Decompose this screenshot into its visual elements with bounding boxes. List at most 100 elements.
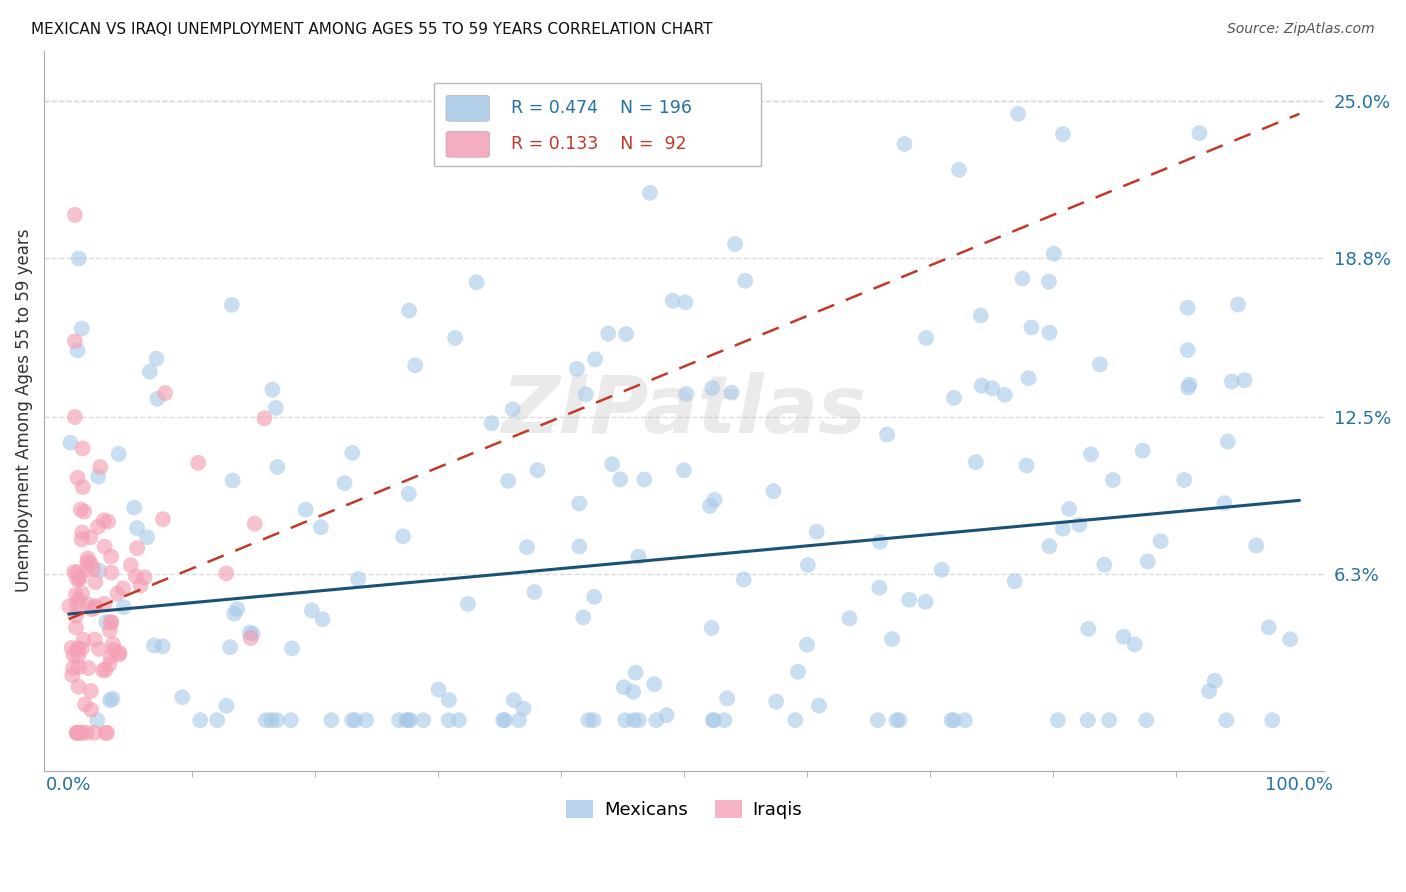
- Point: [67, 641, 90, 656]
- Point: [347, 572, 370, 586]
- Point: [280, 713, 302, 727]
- Point: [869, 534, 891, 549]
- Point: [60, 640, 83, 655]
- Point: [266, 460, 288, 475]
- Point: [100, 615, 122, 629]
- Point: [79, 557, 101, 571]
- Point: [1004, 574, 1026, 589]
- Point: [437, 713, 460, 727]
- Point: [1092, 558, 1115, 572]
- Point: [1038, 326, 1060, 340]
- Point: [342, 446, 364, 460]
- Point: [107, 447, 129, 461]
- Point: [1112, 630, 1135, 644]
- Point: [254, 713, 277, 727]
- Point: [264, 401, 287, 415]
- Point: [1213, 496, 1236, 510]
- Point: [103, 643, 125, 657]
- Point: [153, 386, 176, 401]
- Point: [970, 378, 993, 392]
- Point: [65, 621, 87, 635]
- Point: [59, 435, 82, 450]
- Point: [1011, 271, 1033, 285]
- Point: [765, 695, 787, 709]
- Point: [1279, 632, 1302, 647]
- Point: [720, 385, 742, 400]
- Point: [129, 579, 152, 593]
- Point: [83, 726, 105, 740]
- Point: [583, 590, 606, 604]
- Point: [100, 566, 122, 580]
- Point: [1046, 713, 1069, 727]
- Point: [614, 713, 637, 727]
- Point: [633, 473, 655, 487]
- Point: [67, 660, 90, 674]
- Point: [578, 713, 600, 727]
- Point: [242, 627, 264, 641]
- Point: [70, 726, 93, 740]
- Point: [1101, 473, 1123, 487]
- Point: [1007, 107, 1029, 121]
- Point: [437, 693, 460, 707]
- Point: [444, 331, 467, 345]
- Point: [333, 476, 356, 491]
- Point: [67, 649, 90, 664]
- Point: [675, 295, 697, 310]
- Point: [344, 713, 367, 727]
- Point: [787, 665, 810, 679]
- Point: [889, 713, 911, 727]
- Point: [66, 566, 89, 580]
- Point: [70, 533, 93, 547]
- Point: [1038, 539, 1060, 553]
- Point: [1204, 673, 1226, 688]
- Point: [67, 592, 90, 607]
- Point: [627, 713, 650, 727]
- Point: [321, 713, 343, 727]
- Point: [1178, 377, 1201, 392]
- FancyBboxPatch shape: [446, 95, 489, 121]
- Point: [1216, 434, 1239, 449]
- Point: [215, 698, 238, 713]
- Point: [481, 416, 503, 430]
- Point: [100, 549, 122, 564]
- Point: [494, 713, 516, 727]
- Point: [568, 540, 591, 554]
- Point: [915, 331, 938, 345]
- Point: [100, 615, 122, 630]
- Point: [260, 713, 283, 727]
- Point: [1177, 343, 1199, 357]
- Point: [72, 525, 94, 540]
- Point: [152, 640, 174, 654]
- Point: [70, 641, 93, 656]
- Point: [134, 570, 156, 584]
- Point: [70, 586, 93, 600]
- Point: [702, 713, 724, 727]
- Point: [108, 646, 131, 660]
- Point: [187, 456, 209, 470]
- Point: [645, 713, 668, 727]
- Point: [1123, 637, 1146, 651]
- Point: [281, 641, 304, 656]
- Legend: Mexicans, Iraqis: Mexicans, Iraqis: [558, 793, 810, 827]
- Point: [1018, 371, 1040, 385]
- Point: [1177, 380, 1199, 394]
- Point: [72, 480, 94, 494]
- Point: [970, 309, 993, 323]
- Point: [716, 691, 738, 706]
- Point: [172, 690, 194, 705]
- Point: [96, 726, 118, 740]
- Point: [582, 713, 605, 727]
- Point: [1246, 539, 1268, 553]
- Point: [94, 726, 117, 740]
- Point: [624, 665, 647, 680]
- Point: [125, 569, 148, 583]
- Point: [266, 713, 288, 727]
- Point: [643, 677, 665, 691]
- Point: [1021, 320, 1043, 334]
- Point: [84, 575, 107, 590]
- Point: [1015, 458, 1038, 473]
- Point: [76, 551, 98, 566]
- Point: [97, 515, 120, 529]
- Point: [125, 521, 148, 535]
- Text: MEXICAN VS IRAQI UNEMPLOYMENT AMONG AGES 55 TO 59 YEARS CORRELATION CHART: MEXICAN VS IRAQI UNEMPLOYMENT AMONG AGES…: [31, 22, 713, 37]
